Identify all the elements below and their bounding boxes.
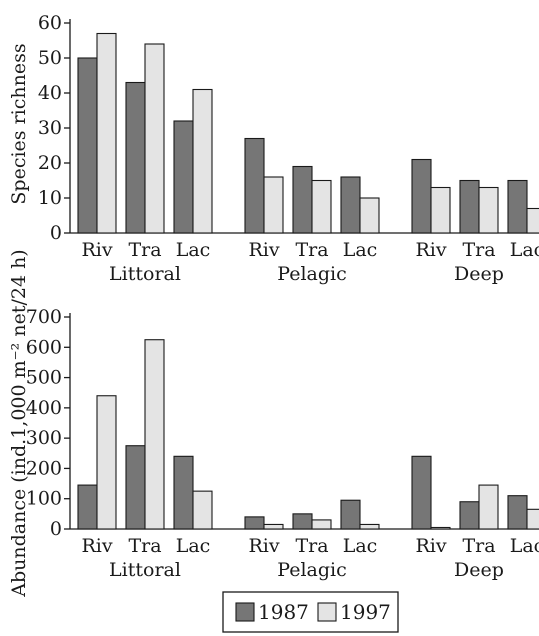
abundance-bar-1997 xyxy=(96,395,117,530)
abundance-category-label: Tra xyxy=(295,535,328,557)
richness-bar-1987 xyxy=(125,81,146,234)
richness-bar-1987 xyxy=(459,179,480,234)
abundance-y-tick-label: 300 xyxy=(26,427,62,449)
richness-bar-1997 xyxy=(263,176,284,234)
abundance-bar-1987 xyxy=(77,484,98,530)
abundance-category-label: Tra xyxy=(462,535,495,557)
richness-group-label: Pelagic xyxy=(277,263,346,285)
abundance-y-axis-label: Abundance (ind.1,000 m⁻² net/24 h) xyxy=(8,249,30,597)
richness-bar-1997 xyxy=(478,186,499,234)
abundance-y-tick-label: 700 xyxy=(26,306,62,328)
richness-bar-1997 xyxy=(311,179,332,234)
abundance-y-tick-label: 600 xyxy=(26,336,62,358)
abundance-category-label: Lac xyxy=(176,535,211,557)
abundance-y-tick-label: 200 xyxy=(26,457,62,479)
richness-bar-1987 xyxy=(507,179,528,234)
abundance-y-tick-label: 100 xyxy=(26,488,62,510)
abundance-y-tick-label: 500 xyxy=(26,367,62,389)
richness-bar-1987 xyxy=(340,176,361,234)
richness-y-tick-label: 10 xyxy=(38,187,62,209)
richness-bar-1997 xyxy=(192,88,213,234)
richness-y-axis-label: Species richness xyxy=(8,43,30,204)
richness-bar-1987 xyxy=(292,165,313,234)
abundance-bar-1997 xyxy=(430,526,451,530)
richness-bar-1997 xyxy=(359,197,380,234)
richness-y-tick-label: 40 xyxy=(38,82,62,104)
richness-bar-1997 xyxy=(526,207,539,234)
abundance-bar-1997 xyxy=(311,519,332,530)
legend-label-1987: 1987 xyxy=(258,600,309,624)
richness-bar-1987 xyxy=(77,57,98,234)
richness-bar-1987 xyxy=(244,137,265,234)
richness-y-tick-label: 60 xyxy=(38,12,62,34)
abundance-bar-1987 xyxy=(340,499,361,530)
abundance-bar-1987 xyxy=(459,501,480,530)
richness-group-label: Littoral xyxy=(109,263,181,285)
richness-group-label: Deep xyxy=(454,263,504,285)
richness-bar-1997 xyxy=(96,32,117,234)
abundance-category-label: Lac xyxy=(510,535,539,557)
richness-bar-1997 xyxy=(430,186,451,234)
richness-y-tick-label: 50 xyxy=(38,47,62,69)
abundance-bar-1987 xyxy=(507,495,528,530)
abundance-y-tick-label: 400 xyxy=(26,397,62,419)
abundance-chart: 0 100 200 300 400 500 600 700 Riv Tra Lac Riv Tra Lac… xyxy=(8,249,539,598)
abundance-bar-1987 xyxy=(411,455,432,530)
abundance-bar-1997 xyxy=(144,339,165,530)
richness-y-tick-label: 0 xyxy=(50,222,62,244)
richness-bar-1987 xyxy=(411,158,432,234)
richness-category-label: Tra xyxy=(128,239,161,261)
abundance-category-label: Lac xyxy=(343,535,378,557)
abundance-bar-1997 xyxy=(478,484,499,530)
abundance-group-label: Deep xyxy=(454,559,504,581)
richness-y-tick-label: 30 xyxy=(38,117,62,139)
abundance-bar-1987 xyxy=(244,516,265,530)
abundance-group-label: Pelagic xyxy=(277,559,346,581)
richness-category-label: Lac xyxy=(510,239,539,261)
legend-swatch-1987 xyxy=(235,602,255,622)
abundance-bar-1987 xyxy=(173,455,194,530)
abundance-bar-1997 xyxy=(192,490,213,530)
richness-category-label: Riv xyxy=(248,239,279,261)
abundance-y-tick-label: 0 xyxy=(50,518,62,540)
abundance-bar-1987 xyxy=(292,513,313,530)
legend: 1987 1997 xyxy=(222,591,399,633)
richness-bar-1997 xyxy=(144,43,165,234)
richness-category-label: Tra xyxy=(462,239,495,261)
abundance-category-label: Riv xyxy=(81,535,112,557)
abundance-category-label: Riv xyxy=(248,535,279,557)
richness-y-tick-label: 20 xyxy=(38,152,62,174)
richness-bar-1987 xyxy=(173,120,194,234)
legend-swatch-1997 xyxy=(317,602,337,622)
abundance-bar-1997 xyxy=(359,523,380,530)
abundance-bar-1987 xyxy=(125,445,146,530)
richness-category-label: Tra xyxy=(295,239,328,261)
species-richness-chart: 0 10 20 30 40 50 60 Riv Tra Lac Riv Tra Lac Riv Tra Lac… xyxy=(8,12,539,285)
legend-label-1997: 1997 xyxy=(340,600,391,624)
abundance-category-label: Riv xyxy=(415,535,446,557)
richness-category-label: Lac xyxy=(343,239,378,261)
abundance-bar-1997 xyxy=(263,523,284,530)
richness-category-label: Riv xyxy=(415,239,446,261)
richness-category-label: Riv xyxy=(81,239,112,261)
abundance-bar-1997 xyxy=(526,508,539,530)
richness-category-label: Lac xyxy=(176,239,211,261)
abundance-group-label: Littoral xyxy=(109,559,181,581)
abundance-category-label: Tra xyxy=(128,535,161,557)
